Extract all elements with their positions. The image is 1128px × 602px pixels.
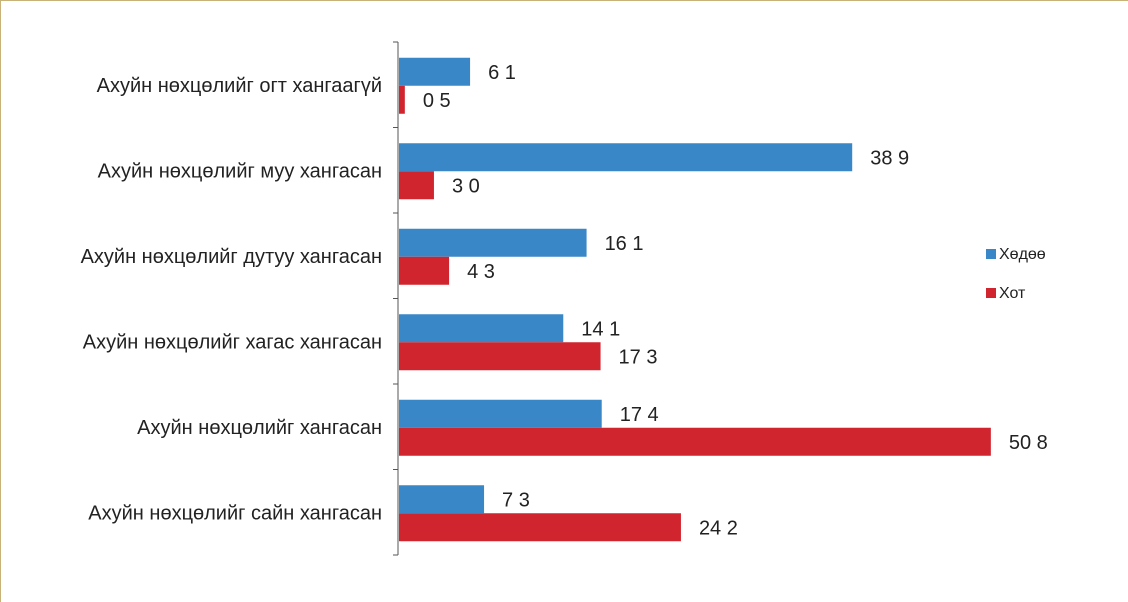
legend-swatch-rural (986, 249, 996, 259)
bar-rural (399, 228, 587, 257)
bar-rural (399, 485, 485, 514)
data-label: 14 1 (581, 318, 620, 340)
bars-layer (399, 57, 991, 542)
data-label: 38 9 (870, 147, 909, 169)
data-label: 4 3 (467, 261, 495, 283)
data-label: 6 1 (488, 62, 516, 84)
bar-rural (399, 143, 853, 172)
data-label: 50 8 (1009, 432, 1048, 454)
category-label: Ахуйн нөхцөлийг сайн хангасан (88, 502, 382, 524)
legend: Хөдөө Хот (986, 246, 1046, 302)
data-label: 17 4 (620, 404, 659, 426)
bar-urban (399, 85, 405, 114)
bar-rural (399, 399, 602, 428)
bar-rural (399, 57, 471, 86)
data-label: 0 5 (423, 90, 451, 112)
bar-urban (399, 256, 450, 285)
bar-urban (399, 342, 601, 371)
category-label: Ахуйн нөхцөлийг хагас хангасан (83, 331, 382, 353)
axis-layer (393, 41, 399, 556)
data-label: 7 3 (502, 489, 530, 511)
category-label: Ахуйн нөхцөлийг хангасан (137, 417, 382, 439)
legend-label: Хот (999, 285, 1026, 302)
category-label: Ахуйн нөхцөлийг огт хангаагүй (97, 75, 382, 97)
category-label: Ахуйн нөхцөлийг муу хангасан (98, 160, 382, 182)
bar-urban (399, 171, 434, 200)
category-label: Ахуйн нөхцөлийг дутуу хангасан (81, 246, 382, 268)
data-label: 17 3 (619, 346, 658, 368)
bar-urban (399, 427, 991, 456)
data-label: 24 2 (699, 517, 738, 539)
data-label: 16 1 (605, 233, 644, 255)
legend-swatch-urban (986, 288, 996, 298)
data-label: 3 0 (452, 175, 480, 197)
labels-layer: Ахуйн нөхцөлийг огт хангаагүй 6 1 0 5 Ахуйн… (81, 62, 1048, 540)
legend-label: Хөдөө (999, 246, 1046, 263)
bar-urban (399, 513, 681, 542)
bar-rural (399, 314, 564, 343)
